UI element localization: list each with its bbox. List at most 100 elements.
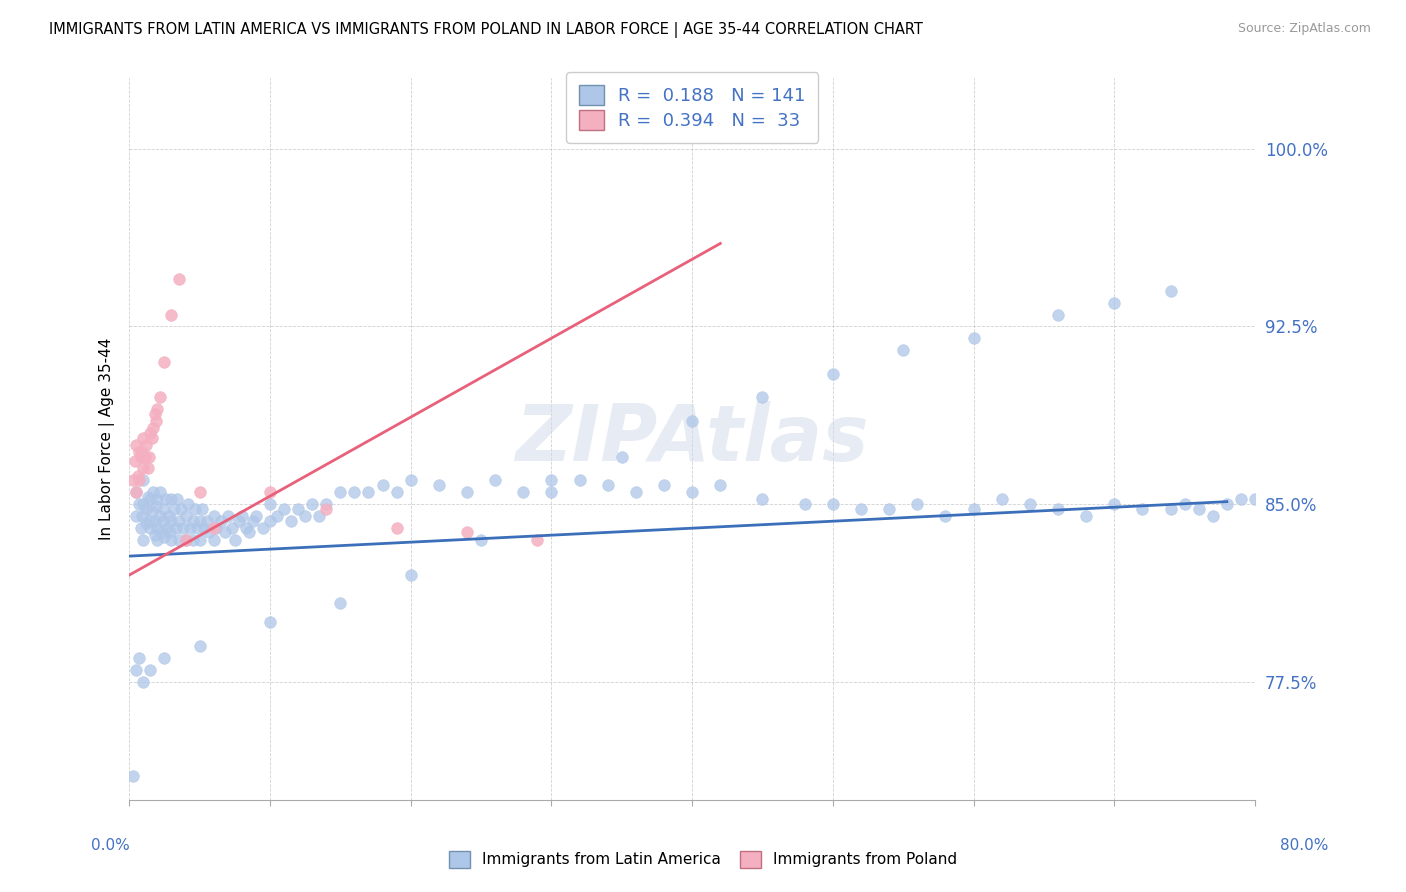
Point — [188, 533, 211, 547]
Point — [214, 525, 236, 540]
Point — [153, 501, 176, 516]
Point — [132, 431, 155, 445]
Point — [129, 521, 152, 535]
Point — [143, 514, 166, 528]
Point — [205, 521, 228, 535]
Point — [170, 501, 193, 516]
Point — [184, 501, 207, 516]
Point — [166, 492, 188, 507]
Point — [1160, 284, 1182, 298]
Point — [145, 500, 167, 514]
Point — [139, 521, 162, 535]
Point — [174, 508, 197, 523]
Point — [167, 272, 190, 286]
Point — [163, 501, 186, 516]
Point — [134, 450, 156, 464]
Point — [167, 533, 190, 547]
Point — [146, 533, 169, 547]
Point — [125, 438, 148, 452]
Point — [143, 528, 166, 542]
Point — [174, 533, 197, 547]
Legend: R =  0.188   N = 141, R =  0.394   N =  33: R = 0.188 N = 141, R = 0.394 N = 33 — [567, 72, 818, 143]
Point — [821, 497, 844, 511]
Point — [132, 533, 155, 547]
Point — [128, 497, 150, 511]
Point — [329, 485, 352, 500]
Point — [160, 492, 183, 507]
Point — [1046, 501, 1069, 516]
Point — [385, 485, 408, 500]
Point — [280, 514, 302, 528]
Text: 0.0%: 0.0% — [91, 838, 131, 853]
Point — [905, 497, 928, 511]
Point — [146, 402, 169, 417]
Point — [224, 533, 246, 547]
Point — [1174, 497, 1197, 511]
Point — [934, 508, 956, 523]
Point — [1188, 501, 1211, 516]
Point — [131, 508, 153, 523]
Point — [125, 485, 148, 500]
Point — [142, 485, 165, 500]
Point — [235, 521, 257, 535]
Point — [329, 597, 352, 611]
Point — [652, 478, 675, 492]
Point — [456, 525, 478, 540]
Point — [153, 530, 176, 544]
Point — [238, 525, 260, 540]
Y-axis label: In Labor Force | Age 35-44: In Labor Force | Age 35-44 — [100, 338, 115, 540]
Point — [259, 514, 281, 528]
Point — [294, 508, 316, 523]
Point — [301, 497, 323, 511]
Point — [540, 473, 562, 487]
Point — [1216, 497, 1239, 511]
Point — [146, 521, 169, 535]
Point — [128, 445, 150, 459]
Point — [228, 514, 250, 528]
Point — [174, 533, 197, 547]
Point — [259, 485, 281, 500]
Point — [273, 501, 295, 516]
Point — [1230, 492, 1253, 507]
Point — [157, 508, 180, 523]
Point — [877, 501, 900, 516]
Text: ZIPAtlas: ZIPAtlas — [516, 401, 869, 477]
Point — [315, 501, 337, 516]
Point — [146, 492, 169, 507]
Point — [385, 521, 408, 535]
Point — [145, 414, 167, 428]
Point — [152, 514, 174, 528]
Point — [242, 514, 264, 528]
Point — [136, 461, 159, 475]
Point — [150, 525, 173, 540]
Point — [135, 438, 157, 452]
Point — [138, 450, 160, 464]
Point — [681, 485, 703, 500]
Point — [252, 521, 274, 535]
Point — [132, 461, 155, 475]
Point — [149, 391, 172, 405]
Point — [122, 473, 145, 487]
Point — [165, 521, 187, 535]
Point — [624, 485, 647, 500]
Point — [195, 514, 218, 528]
Point — [709, 478, 731, 492]
Point — [990, 492, 1012, 507]
Point — [399, 568, 422, 582]
Point — [127, 468, 149, 483]
Point — [1076, 508, 1098, 523]
Point — [751, 391, 773, 405]
Point — [159, 525, 181, 540]
Point — [136, 490, 159, 504]
Point — [962, 331, 984, 345]
Point — [484, 473, 506, 487]
Legend: Immigrants from Latin America, Immigrants from Poland: Immigrants from Latin America, Immigrant… — [443, 845, 963, 873]
Point — [1160, 501, 1182, 516]
Point — [132, 473, 155, 487]
Point — [610, 450, 633, 464]
Point — [681, 414, 703, 428]
Point — [122, 769, 145, 783]
Point — [399, 473, 422, 487]
Point — [891, 343, 914, 357]
Text: IMMIGRANTS FROM LATIN AMERICA VS IMMIGRANTS FROM POLAND IN LABOR FORCE | AGE 35-: IMMIGRANTS FROM LATIN AMERICA VS IMMIGRA… — [49, 22, 924, 38]
